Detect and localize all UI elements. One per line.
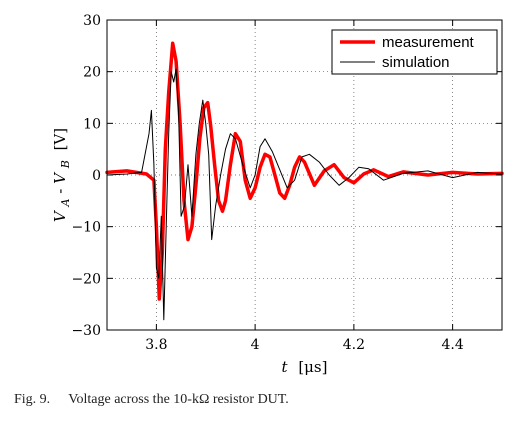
- y-axis-variable-a: V: [51, 209, 69, 222]
- y-tick-label: 30: [83, 13, 101, 29]
- series-line-simulation: [106, 68, 503, 321]
- chart: 3.8 4 4.2 4.4 −30 −20 −10 0 10 20 30 t [μs] V A - …: [51, 13, 504, 376]
- caption-text: Voltage across the 10-kΩ resistor DUT.: [68, 392, 289, 407]
- legend-box: [331, 29, 498, 75]
- y-axis-variable-b: V: [51, 171, 69, 184]
- y-axis-label: V A - V B [V]: [51, 128, 73, 222]
- figure-number: Fig. 9.: [14, 392, 51, 407]
- y-tick-label: −20: [71, 271, 101, 287]
- axis-ticks: 3.8 4 4.2 4.4 −30 −20 −10 0 10 20 30: [71, 13, 502, 353]
- x-tick-label: 4: [251, 337, 260, 353]
- legend-label-measurement: measurement: [382, 34, 475, 51]
- legend-label-simulation: simulation: [382, 54, 450, 71]
- y-tick-label: 10: [83, 116, 101, 132]
- figure-caption: Fig. 9. Voltage across the 10-kΩ resistor…: [14, 392, 289, 408]
- y-tick-label: −10: [71, 220, 101, 236]
- y-tick-label: −30: [71, 323, 101, 339]
- y-axis-unit: [V]: [51, 128, 69, 151]
- x-tick-label: 3.8: [145, 337, 167, 353]
- series-line-measurement: [105, 41, 504, 301]
- x-axis-variable: t: [282, 358, 289, 376]
- y-axis-subscript-b: B: [59, 160, 72, 169]
- y-tick-label: 20: [83, 65, 101, 81]
- y-tick-label: 0: [92, 168, 101, 184]
- x-tick-label: 4.2: [343, 337, 365, 353]
- y-axis-separator: -: [51, 189, 69, 194]
- plot-area: [105, 41, 504, 321]
- legend: measurement simulation: [331, 29, 498, 75]
- x-axis-unit: [μs]: [298, 358, 327, 376]
- x-axis-label: t [μs]: [282, 358, 328, 376]
- x-tick-label: 4.4: [441, 337, 463, 353]
- y-axis-subscript-a: A: [59, 199, 72, 208]
